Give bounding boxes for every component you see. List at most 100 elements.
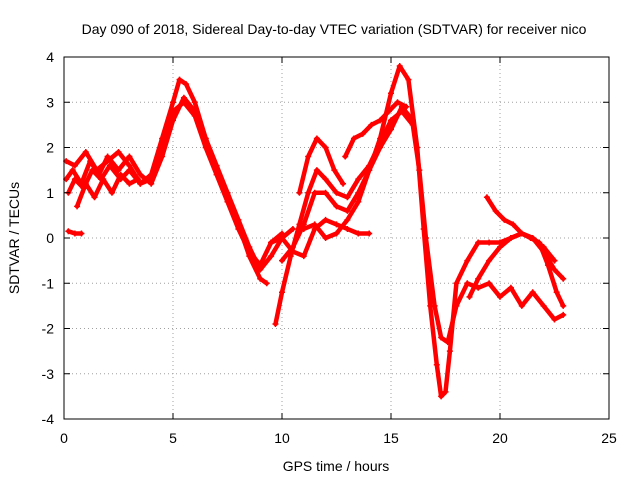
y-tick-label: 3 [46,94,54,110]
data-point [396,63,403,70]
data-point [483,194,490,201]
data-point [305,153,312,160]
data-point [246,248,253,255]
data-point [344,216,351,223]
data-point [272,320,279,327]
series-line [268,217,372,259]
data-point [71,176,78,183]
data-point [333,189,340,196]
series-line [342,100,409,159]
data-point [551,257,558,264]
data-point [340,180,347,187]
data-point [257,262,264,269]
data-point [497,293,503,300]
series-arc-13 [466,230,558,300]
data-point [466,293,473,300]
data-point [409,117,416,124]
data-point [279,257,285,264]
data-point [486,239,493,246]
data-point [137,180,144,187]
x-axis-label: GPS time / hours [283,458,390,474]
y-tick-label: -2 [42,321,55,337]
data-point [322,144,329,151]
data-point [442,388,449,395]
data-point [91,194,98,201]
data-point [486,280,493,287]
data-point [497,244,503,251]
data-point [191,112,198,119]
data-point [170,99,176,106]
data-point [540,302,547,309]
data-point [344,207,351,214]
data-point [104,153,111,160]
series-arc-8 [296,135,347,196]
data-point [82,180,89,187]
data-point [403,103,410,110]
data-point [344,194,351,201]
data-point [313,167,320,174]
data-point [333,230,340,237]
data-point [394,99,401,106]
data-point [126,180,133,187]
data-point [529,235,536,241]
data-point [176,76,183,83]
data-point [106,162,113,169]
ticks [63,56,610,420]
data-point [377,144,384,151]
data-point [366,230,373,237]
data-point [427,302,434,309]
data-point [100,176,107,183]
data-point [355,230,362,237]
data-point [359,130,366,137]
data-point [148,176,155,183]
data-point [355,198,362,205]
data-point [159,144,166,151]
data-point [331,167,338,174]
y-tick-label: 2 [46,140,54,156]
data-point [518,230,525,237]
y-tick-label: -1 [42,275,55,291]
tick-labels: 0 5 10 15 20 25 -4 -3 -2 -1 0 1 2 3 4 [42,49,617,446]
data-point [311,189,318,196]
data-point [464,280,471,287]
data-point [540,244,547,251]
x-tick-label: 10 [274,430,290,446]
data-point [405,76,412,83]
data-point [268,239,275,246]
data-point [213,171,220,178]
data-point [453,280,460,287]
data-point [257,275,264,282]
data-point [89,167,96,174]
data-point [74,203,81,210]
data-point [263,280,270,287]
data-point [377,117,384,124]
data-point [486,257,493,264]
data-point [117,171,124,178]
series-arc-9 [300,103,416,241]
data-point [414,144,421,151]
series-line [74,172,141,209]
data-point [115,149,122,156]
data-point [510,221,517,228]
data-point [322,176,329,183]
data-point [560,302,567,309]
data-point [300,253,307,260]
data-point [529,289,536,296]
data-point [305,189,312,196]
data-point [350,135,357,142]
data-point [501,216,508,223]
y-tick-label: 1 [46,185,54,201]
series-line [66,100,285,268]
data-point [311,225,318,232]
data-point [313,135,320,142]
data-point [507,284,514,291]
data-point [368,121,375,128]
series-line [297,136,346,196]
data-point [268,253,275,260]
data-point [507,235,514,241]
data-point [446,348,453,355]
data-point [475,239,482,246]
data-point [518,302,525,309]
data-point [108,189,115,196]
data-point [71,162,78,169]
